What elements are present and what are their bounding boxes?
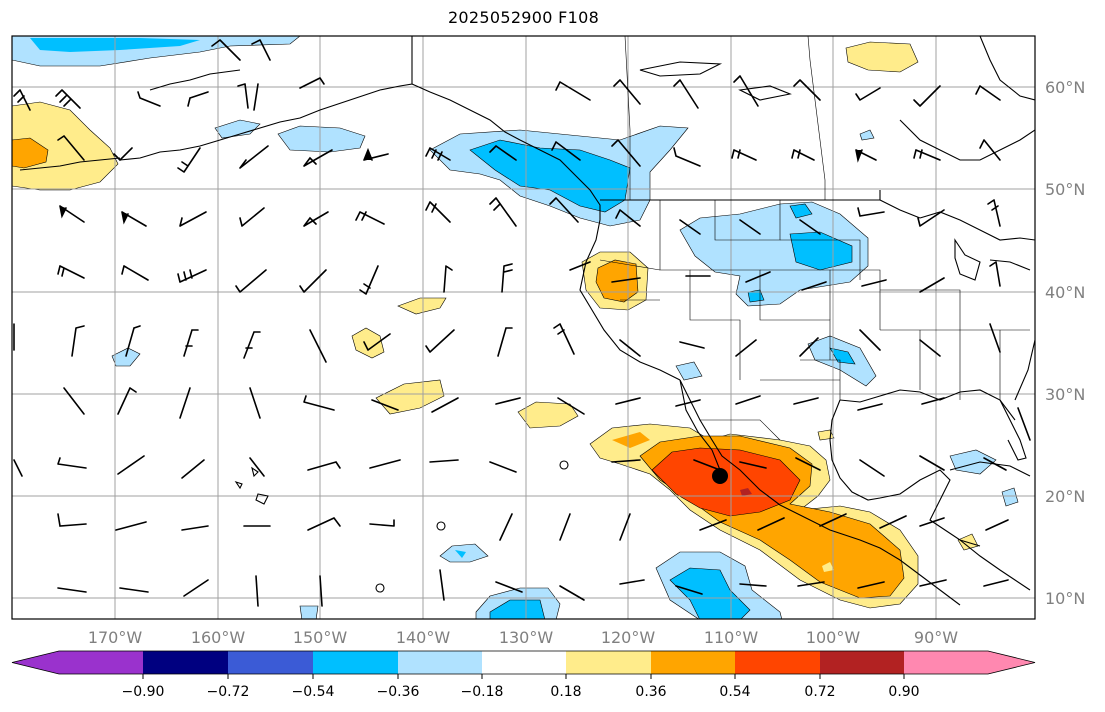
lon-label-140: 140°W [396, 628, 451, 647]
lon-label-110: 110°W [704, 628, 759, 647]
lat-label-30: 30°N [1045, 385, 1085, 404]
lat-label-20: 20°N [1045, 487, 1085, 506]
lon-label-100: 100°W [806, 628, 861, 647]
colorbar-segment [482, 651, 566, 674]
lat-label-60: 60°N [1045, 78, 1085, 97]
colorbar-segment [12, 651, 143, 674]
lon-label-120: 120°W [601, 628, 656, 647]
colorbar-label: 0.54 [719, 684, 750, 700]
colorbar-label: −0.18 [461, 684, 504, 700]
storm-center-marker [712, 468, 728, 484]
colorbar-label: 0.90 [888, 684, 919, 700]
colorbar-segment [398, 651, 482, 674]
colorbar-label: 0.36 [635, 684, 666, 700]
colorbar: −0.90 −0.72 −0.54 −0.36 −0.18 0.18 0.36 … [11, 650, 1036, 700]
colorbar-segment [566, 651, 651, 674]
colorbar-outline [11, 650, 1036, 675]
colorbar-label: 0.72 [804, 684, 835, 700]
colorbar-segment [651, 651, 735, 674]
lat-label-40: 40°N [1045, 283, 1085, 302]
map-title: 2025052900 F108 [447, 8, 600, 27]
lat-label-10: 10°N [1045, 589, 1085, 608]
lon-label-170: 170°W [88, 628, 143, 647]
colorbar-label: −0.36 [377, 684, 420, 700]
map-frame [11, 35, 1036, 620]
colorbar-label: −0.54 [292, 684, 335, 700]
colorbar-segment [904, 651, 1035, 674]
lon-label-90: 90°W [914, 628, 958, 647]
colorbar-ticks [142, 674, 905, 679]
lon-label-130: 130°W [499, 628, 554, 647]
colorbar-segment [820, 651, 904, 674]
colorbar-segments [11, 650, 1036, 675]
colorbar-label: 0.18 [550, 684, 581, 700]
colorbar-segment [735, 651, 820, 674]
lat-label-50: 50°N [1045, 180, 1085, 199]
colorbar-segment [228, 651, 313, 674]
wind-barbs [13, 39, 1031, 607]
colorbar-label: −0.72 [207, 684, 250, 700]
lon-label-150: 150°W [293, 628, 348, 647]
contour-fills [12, 36, 1019, 619]
graticule [12, 36, 1035, 619]
state-borders [599, 36, 1030, 441]
latitude-labels: 60°N 50°N 40°N 30°N 20°N 10°N [1045, 78, 1085, 608]
longitude-labels: 170°W 160°W 150°W 140°W 130°W 120°W 110°… [88, 628, 958, 647]
lon-label-160: 160°W [191, 628, 246, 647]
colorbar-label: −0.90 [122, 684, 165, 700]
colorbar-segment [313, 651, 398, 674]
colorbar-segment [143, 651, 228, 674]
